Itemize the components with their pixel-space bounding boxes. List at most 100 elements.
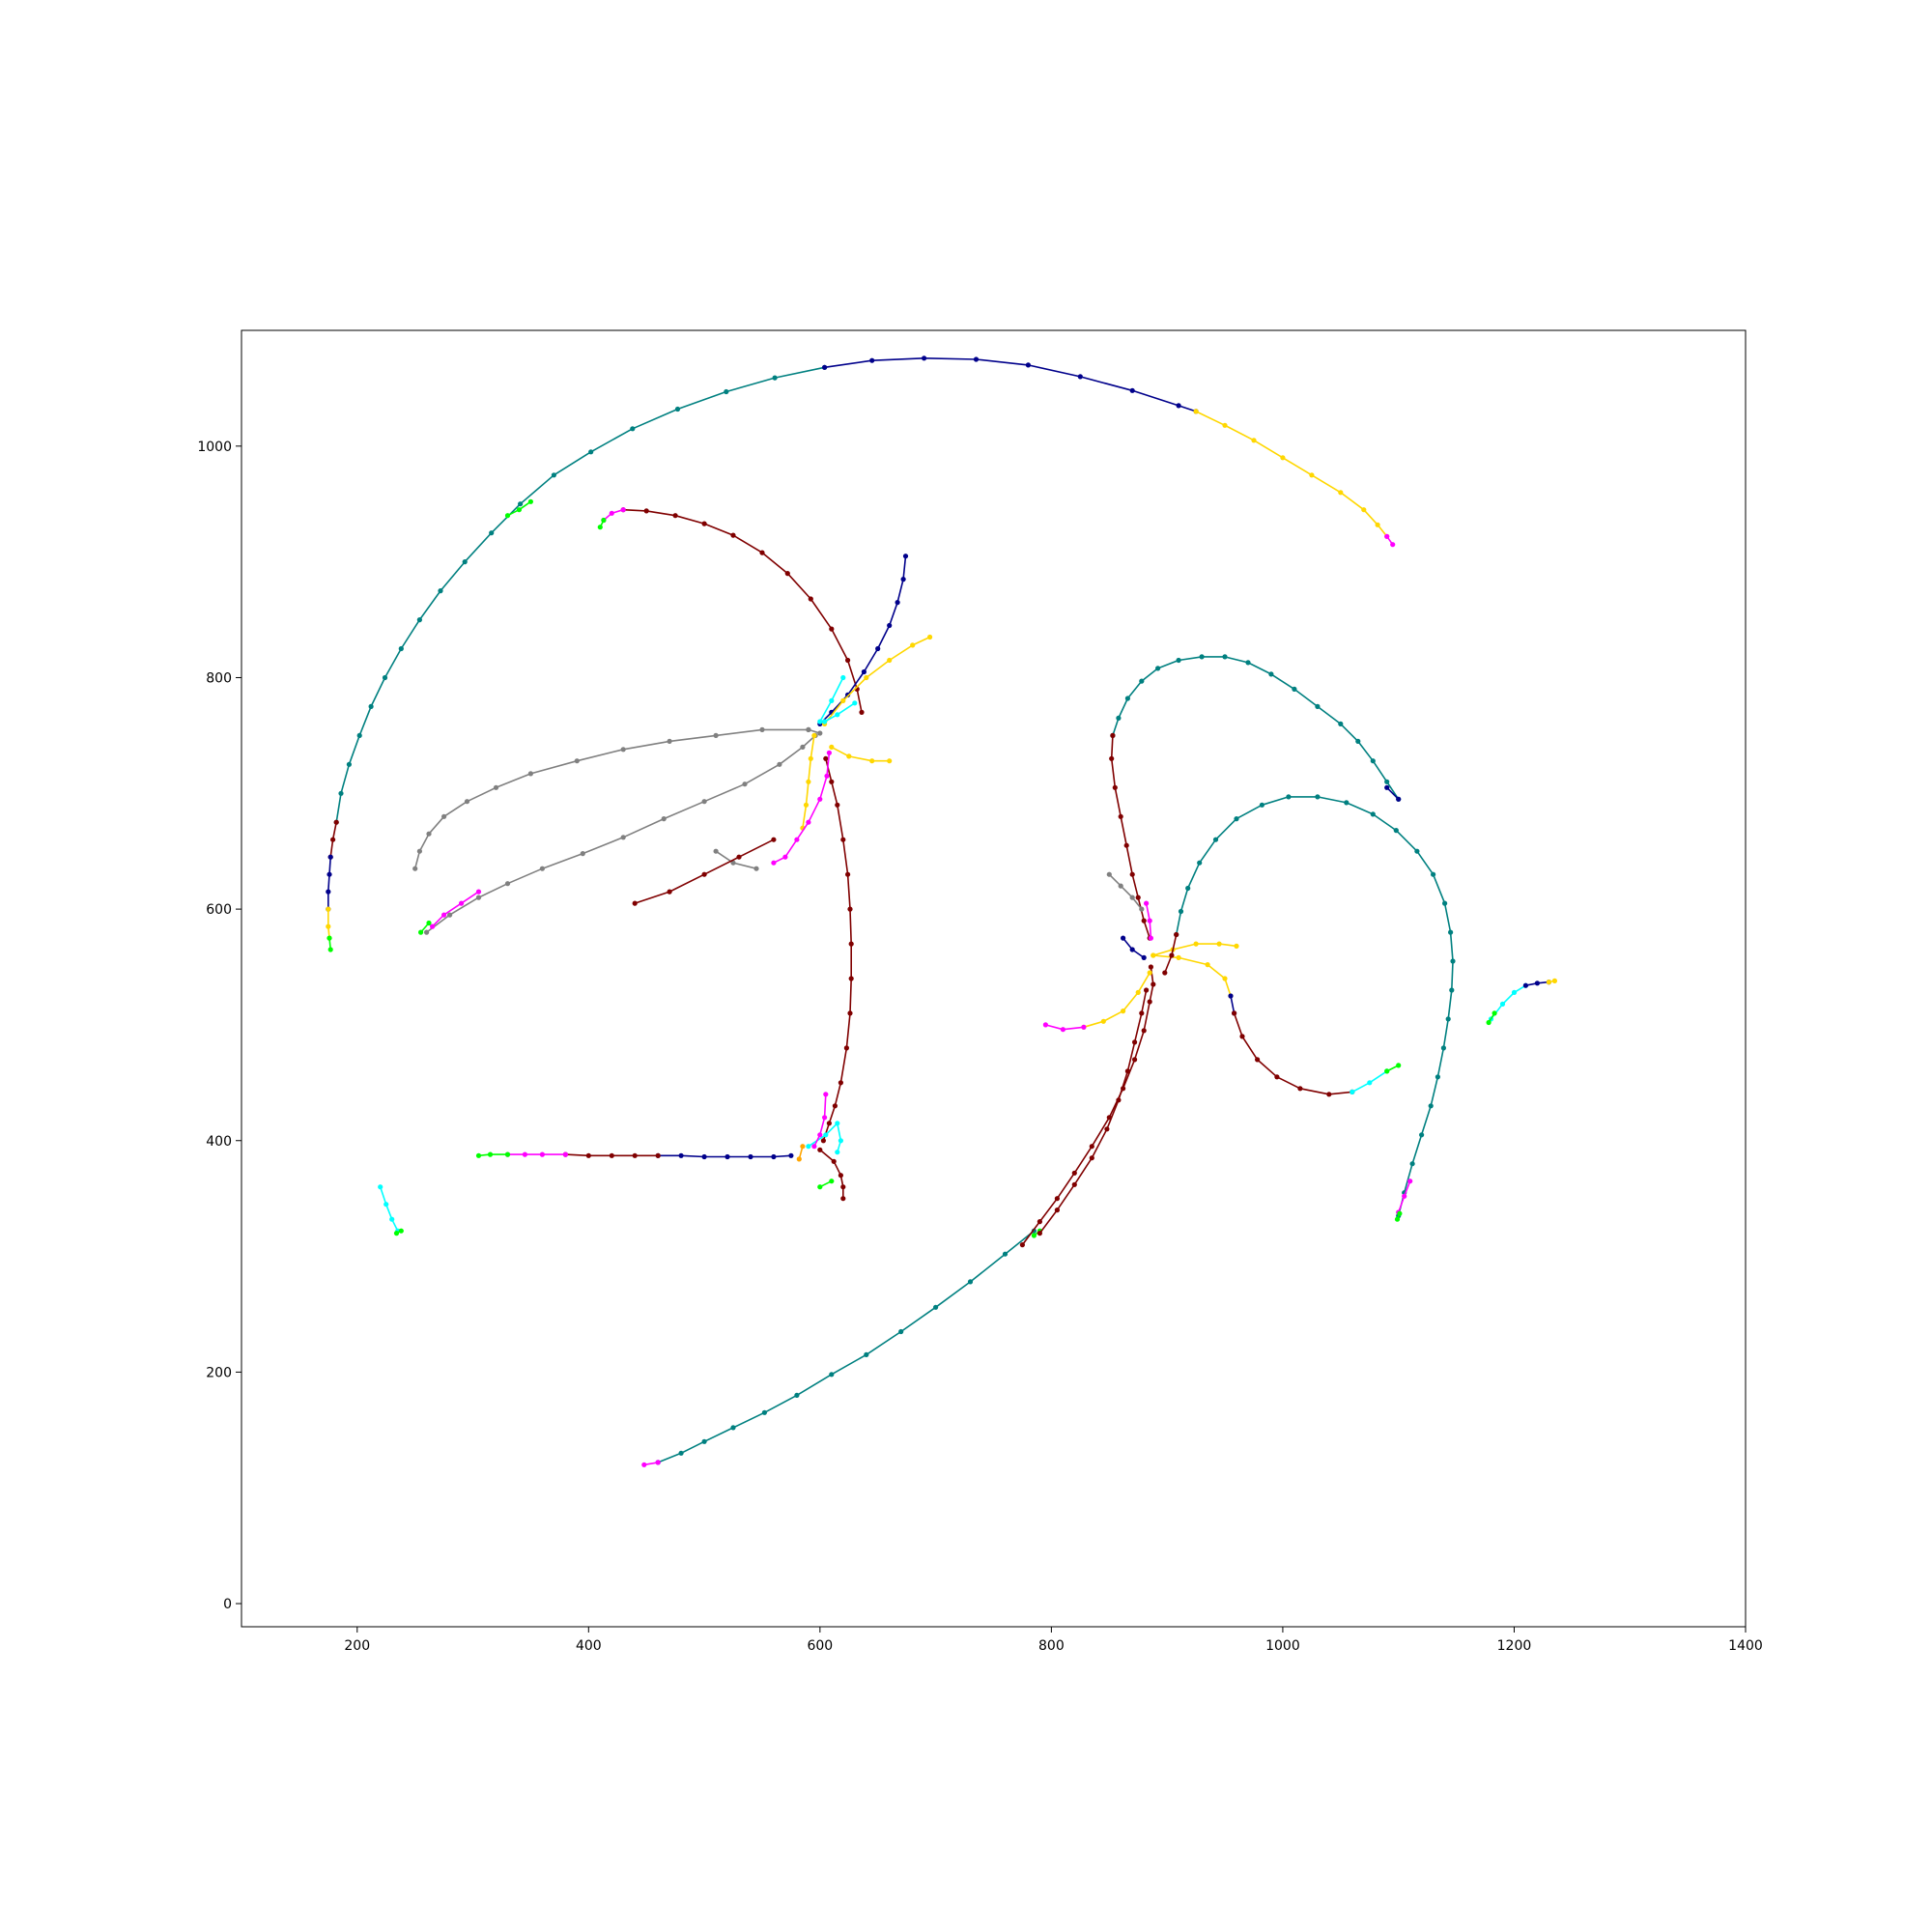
data-point (864, 674, 869, 681)
data-point (861, 668, 867, 675)
data-point (632, 1152, 638, 1158)
series-3-segment-5 (831, 746, 891, 762)
y-tick-label: 800 (206, 670, 232, 686)
data-point (326, 906, 331, 912)
data-point (1350, 1089, 1355, 1094)
data-point (847, 1010, 853, 1016)
data-point (459, 900, 465, 906)
data-point (464, 799, 470, 805)
x-tick-label: 200 (344, 1638, 370, 1654)
data-point (843, 1045, 850, 1051)
data-point (1245, 660, 1251, 666)
data-point (346, 761, 352, 767)
data-point (826, 1121, 833, 1126)
data-point (1486, 1019, 1492, 1026)
data-point (516, 507, 523, 513)
data-point (1071, 1170, 1077, 1176)
series-7-segment-2 (1385, 786, 1400, 801)
data-point (539, 866, 546, 871)
data-point (1019, 1242, 1025, 1248)
data-point (1239, 1034, 1245, 1039)
data-point (823, 1132, 829, 1138)
series-2-segment-1 (622, 508, 863, 714)
data-point (829, 1179, 835, 1184)
data-point (822, 364, 828, 370)
data-point (887, 657, 893, 664)
data-point (800, 744, 806, 751)
data-point (808, 596, 813, 602)
data-point (416, 617, 422, 623)
data-point (859, 709, 865, 716)
data-point (1234, 816, 1239, 822)
data-point (378, 1184, 384, 1190)
data-point (823, 1092, 829, 1097)
data-point (1384, 779, 1390, 784)
data-point (1185, 885, 1191, 892)
data-point (1393, 828, 1399, 834)
data-point (1176, 657, 1181, 664)
data-point (869, 758, 875, 764)
data-point (1397, 1210, 1403, 1216)
data-point (1419, 1132, 1425, 1138)
data-point (806, 726, 811, 733)
data-point (1144, 987, 1150, 993)
y-tick-label: 200 (206, 1365, 232, 1380)
data-point (487, 1151, 494, 1157)
data-point (730, 532, 736, 538)
data-point (1037, 1219, 1042, 1225)
x-tick-label: 1200 (1497, 1638, 1532, 1654)
series-6-segment-4 (1021, 966, 1154, 1246)
data-point (580, 851, 585, 857)
data-point (1222, 976, 1228, 981)
series-4 (475, 1092, 846, 1202)
data-point (840, 837, 846, 842)
data-point (1139, 678, 1145, 684)
data-point (887, 622, 893, 629)
data-point (1139, 1010, 1145, 1016)
data-point (551, 472, 557, 478)
data-point (327, 947, 333, 952)
data-point (1407, 1179, 1413, 1184)
data-point (1274, 1074, 1280, 1080)
data-point (1212, 837, 1219, 842)
data-point (518, 501, 524, 507)
x-tick-label: 600 (807, 1638, 833, 1654)
x-tick-label: 1400 (1728, 1638, 1763, 1654)
data-point (588, 449, 594, 455)
data-point (504, 513, 511, 519)
data-point (1193, 941, 1199, 947)
data-point (643, 508, 649, 514)
data-point (1522, 982, 1528, 988)
data-point (1222, 422, 1228, 428)
data-point (1205, 962, 1210, 968)
data-point (1071, 1181, 1077, 1187)
y-axis-ticks: 0 200 400 600 800 1000 (197, 440, 242, 1612)
data-point (1228, 993, 1234, 999)
data-point (1155, 666, 1161, 671)
data-point (1147, 970, 1152, 976)
series-9-segment-1 (1490, 984, 1527, 1020)
data-point (829, 1372, 835, 1378)
series-3-segment-11 (822, 757, 852, 1142)
data-point (475, 889, 482, 895)
x-tick-label: 400 (576, 1638, 602, 1654)
data-point (1402, 1193, 1407, 1199)
data-point (701, 799, 707, 805)
data-point (620, 835, 626, 840)
data-point (1435, 1074, 1440, 1080)
data-point (1396, 796, 1402, 802)
data-point (1054, 1196, 1060, 1202)
data-point (864, 1351, 869, 1357)
data-point (1106, 871, 1112, 877)
data-point (887, 758, 893, 764)
series-2 (597, 507, 865, 716)
series-8 (1162, 794, 1456, 1222)
data-point (522, 1151, 528, 1157)
data-point (1390, 542, 1396, 548)
data-point (759, 550, 765, 555)
data-point (1042, 1022, 1048, 1028)
data-point (794, 1392, 800, 1398)
data-point (333, 819, 339, 825)
